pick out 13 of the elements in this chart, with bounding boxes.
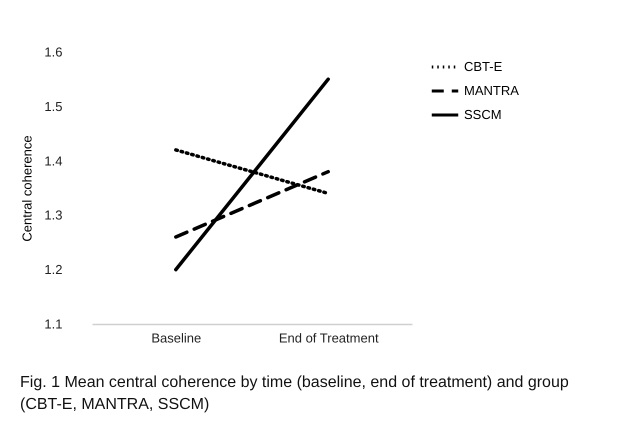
y-tick-label: 1.1: [44, 316, 62, 332]
legend-label: MANTRA: [464, 83, 520, 98]
x-tick-label: Baseline: [151, 330, 202, 346]
y-tick-label: 1.3: [44, 208, 62, 223]
x-tick-label: End of Treatment: [278, 330, 379, 346]
legend-label: CBT-E: [464, 59, 503, 74]
caption: Fig. 1 Mean central coherence by time (baseline, end of treatment) and group (CBT-E, MANTRA, SSCM): [20, 373, 570, 415]
y-tick-label: 1.4: [44, 153, 62, 168]
y-axis-title: Central coherence: [19, 135, 34, 242]
legend-label: SSCM: [464, 107, 502, 122]
y-tick-label: 1.6: [44, 44, 62, 60]
y-tick-label: 1.2: [44, 262, 62, 278]
y-tick-label: 1.5: [44, 98, 62, 114]
